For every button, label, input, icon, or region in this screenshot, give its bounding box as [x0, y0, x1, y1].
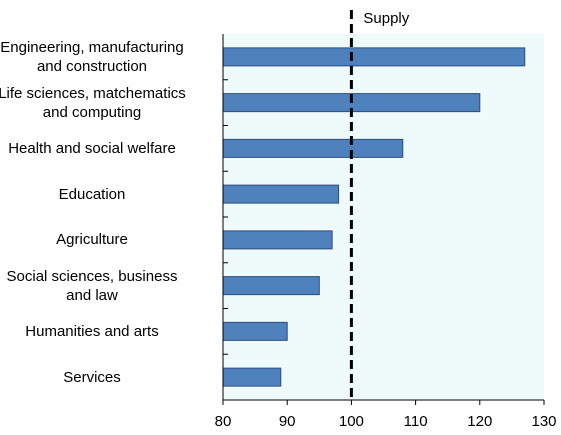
- x-tick-label: 80: [215, 413, 232, 430]
- bar: [222, 321, 288, 341]
- bar: [222, 138, 404, 158]
- bar: [222, 367, 282, 387]
- annotation: Supply: [363, 10, 409, 27]
- y-tick-label: Life sciences, matchematics and computin…: [0, 84, 186, 121]
- y-tick-label: Social sciences, business and law: [6, 267, 178, 304]
- y-tick-label: Engineering, manufacturing and construct…: [0, 38, 184, 75]
- bar: [222, 47, 526, 67]
- y-tick-label: Humanities and arts: [25, 322, 159, 340]
- y-tick-label: Health and social welfare: [8, 139, 176, 157]
- y-tick-label: Education: [58, 185, 126, 203]
- bar: [222, 230, 333, 250]
- x-tick-label: 100: [339, 413, 364, 430]
- x-tick-label: 110: [404, 413, 428, 430]
- plot-background: [223, 34, 544, 400]
- x-tick-label: 90: [279, 413, 296, 430]
- y-tick-label: Agriculture: [56, 231, 128, 249]
- y-tick-label: Services: [63, 368, 121, 386]
- x-tick-label: 130: [531, 413, 556, 430]
- bar: [222, 184, 340, 204]
- bar: [222, 276, 320, 296]
- x-tick-label: 120: [467, 413, 492, 430]
